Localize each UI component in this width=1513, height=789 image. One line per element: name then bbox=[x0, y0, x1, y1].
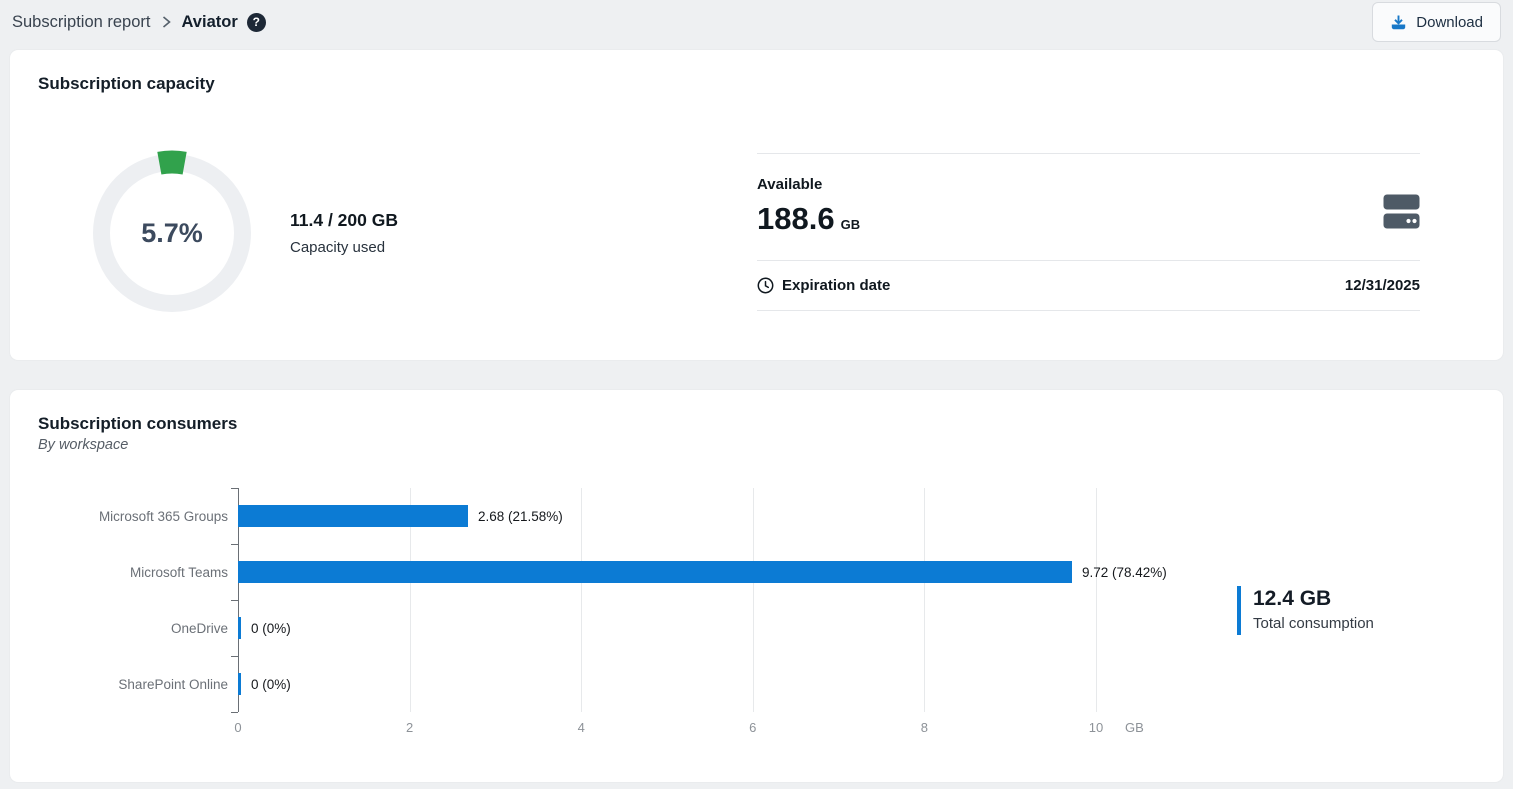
chart-bar-value-label: 0 (0%) bbox=[251, 676, 291, 692]
capacity-info-panel: Available 188.6 GB bbox=[757, 153, 1420, 311]
available-unit: GB bbox=[840, 217, 861, 232]
total-consumption-label: Total consumption bbox=[1253, 615, 1374, 632]
download-button-label: Download bbox=[1416, 13, 1483, 31]
y-axis-tick bbox=[231, 712, 238, 713]
y-axis-tick bbox=[231, 488, 238, 489]
capacity-caption: Capacity used bbox=[290, 239, 386, 256]
chart-category-label: Microsoft Teams bbox=[129, 564, 228, 580]
chart-gridline bbox=[409, 488, 411, 712]
download-button[interactable]: Download bbox=[1372, 2, 1501, 42]
chart-row: SharePoint Online 0 (0%) bbox=[118, 656, 1468, 712]
total-consumption-value: 12.4 GB bbox=[1253, 587, 1332, 610]
x-axis-tick-label: 2 bbox=[405, 720, 414, 735]
top-bar: Subscription report Aviator ? Download bbox=[0, 0, 1513, 44]
x-axis-tick-label: 10 bbox=[1088, 720, 1104, 735]
subscription-capacity-card: Subscription capacity 5.7% 11.4 / 200 GB… bbox=[10, 50, 1503, 360]
capacity-card-title: Subscription capacity bbox=[38, 74, 215, 93]
chart-row: OneDrive 0 (0%) bbox=[171, 600, 1468, 656]
chart-bar[interactable] bbox=[238, 617, 241, 639]
chart-bar[interactable] bbox=[238, 673, 241, 695]
x-axis-tick-label: 4 bbox=[577, 720, 585, 735]
total-consumption-block: 12.4 GB Total consumption bbox=[1237, 586, 1374, 635]
chart-bar[interactable] bbox=[238, 561, 1072, 583]
chart-row: Microsoft Teams 9.72 (78.42%) bbox=[130, 544, 1468, 600]
storage-drive-icon bbox=[1383, 194, 1420, 234]
capacity-donut-chart: 5.7% bbox=[92, 150, 252, 313]
expiration-row: Expiration date 12/31/2025 bbox=[757, 261, 1420, 311]
subscription-consumers-card: Subscription consumers By workspace Micr… bbox=[10, 390, 1503, 782]
capacity-ratio: 11.4 / 200 GB bbox=[290, 210, 398, 230]
consumers-card-subtitle: By workspace bbox=[38, 437, 129, 453]
chart-gridline bbox=[1096, 488, 1097, 712]
y-axis-tick bbox=[231, 600, 238, 601]
chart-row: Microsoft 365 Groups 2.68 (21.58%) bbox=[99, 488, 1468, 544]
x-axis-unit-label: GB bbox=[1125, 720, 1144, 735]
chart-category-label: SharePoint Online bbox=[118, 676, 228, 692]
chart-bar-value-label: 9.72 (78.42%) bbox=[1081, 564, 1167, 580]
chart-gridline bbox=[581, 488, 583, 712]
x-axis-tick-label: 6 bbox=[749, 720, 757, 735]
capacity-donut-block: 5.7% 11.4 / 200 GB Capacity used bbox=[92, 150, 698, 313]
chart-bar-value-label: 2.68 (21.58%) bbox=[477, 508, 563, 524]
y-axis-tick bbox=[231, 544, 238, 545]
clock-icon bbox=[757, 277, 774, 294]
expiration-label: Expiration date bbox=[782, 277, 891, 294]
chart-category-label: OneDrive bbox=[170, 620, 228, 636]
capacity-percent-label: 5.7% bbox=[141, 217, 203, 248]
expiration-value: 12/31/2025 bbox=[1344, 277, 1420, 294]
bar-chart-plot: Microsoft 365 Groups 2.68 (21.58%) Microso… bbox=[99, 488, 1468, 713]
chart-bar-value-label: 0 (0%) bbox=[251, 620, 291, 636]
consumers-bar-chart: Microsoft 365 Groups 2.68 (21.58%) Microso… bbox=[38, 488, 1475, 768]
x-axis-tick-label: 0 bbox=[234, 720, 242, 735]
available-value: 188.6 GB bbox=[757, 203, 1420, 234]
y-axis-tick bbox=[231, 656, 238, 657]
chart-category-label: Microsoft 365 Groups bbox=[98, 508, 228, 524]
breadcrumb: Subscription report Aviator ? bbox=[12, 12, 266, 32]
chart-gridline bbox=[924, 488, 926, 712]
chart-bar[interactable] bbox=[238, 505, 468, 527]
x-axis-labels: 0 2 4 6 8 10 GB bbox=[234, 720, 1475, 736]
help-icon[interactable]: ? bbox=[246, 12, 266, 32]
x-axis-tick-label: 8 bbox=[920, 720, 929, 735]
available-section: Available 188.6 GB bbox=[757, 153, 1420, 261]
capacity-content-row: 5.7% 11.4 / 200 GB Capacity used Availab… bbox=[38, 150, 1475, 313]
breadcrumb-current: Aviator bbox=[181, 12, 238, 31]
available-label: Available bbox=[757, 176, 823, 193]
y-axis-line bbox=[238, 488, 239, 712]
breadcrumb-parent-link[interactable]: Subscription report bbox=[12, 12, 151, 31]
breadcrumb-chevron-icon bbox=[161, 15, 172, 29]
expiration-left: Expiration date bbox=[757, 277, 890, 294]
available-number: 188.6 bbox=[757, 201, 835, 236]
capacity-usage-text: 11.4 / 200 GB Capacity used bbox=[290, 210, 398, 256]
consumers-card-title: Subscription consumers bbox=[38, 414, 238, 433]
download-icon bbox=[1390, 14, 1407, 31]
chart-gridline bbox=[752, 488, 754, 712]
donut-svg bbox=[93, 150, 251, 312]
